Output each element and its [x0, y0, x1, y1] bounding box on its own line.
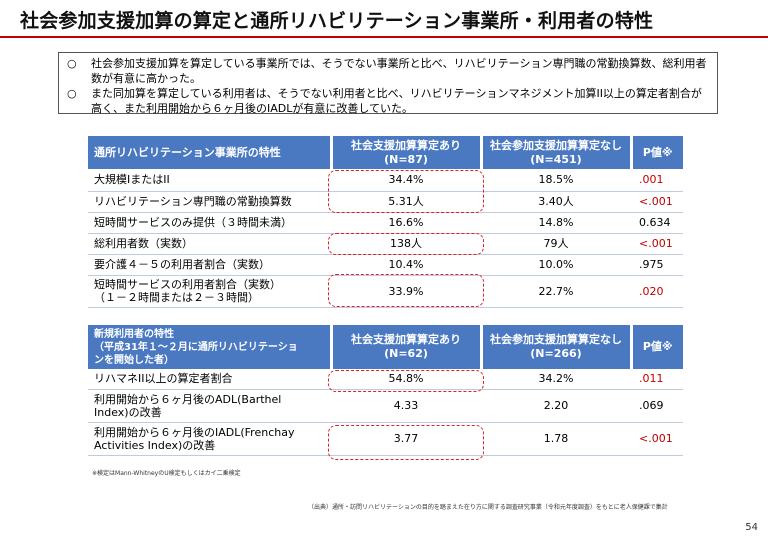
p-value: <.001	[631, 422, 683, 456]
value-without: 3.40人	[481, 191, 631, 213]
row-label-line: Activities Index)の改善	[94, 438, 216, 452]
row-label-line: 利用開始から６ヶ月後のADL(Barthel	[94, 392, 282, 406]
header-line: 社会支援加算算定あり	[351, 333, 461, 346]
table-row: 短時間サービスの利用者割合（実数） （１－２時間または２－３時間） 33.9% 2…	[88, 275, 683, 308]
row-label: 大規模IまたはII	[88, 169, 331, 192]
header-p-value: P値※	[631, 136, 683, 169]
p-value: 0.634	[631, 212, 683, 234]
p-value: .069	[631, 389, 683, 423]
p-value: .001	[631, 169, 683, 192]
p-value: .020	[631, 275, 683, 308]
table-row: 要介護４－５の利用者割合（実数） 10.4% 10.0% .975	[88, 254, 683, 276]
row-label-line: Index)の改善	[94, 405, 162, 419]
value-without: 1.78	[481, 422, 631, 456]
table-row: 利用開始から６ヶ月後のADL(Barthel Index)の改善 4.33 2.2…	[88, 389, 683, 423]
value-without: 14.8%	[481, 212, 631, 234]
value-without: 2.20	[481, 389, 631, 423]
header-facility-characteristics: 通所リハビリテーション事業所の特性	[88, 136, 333, 169]
header-line: 社会支援加算算定あり	[351, 138, 461, 152]
table-row: リハマネII以上の算定者割合 54.8% 34.2% .011	[88, 369, 683, 390]
row-label: 利用開始から６ヶ月後のIADL(Frenchay Activities Index…	[88, 422, 331, 456]
row-label: 要介護４－５の利用者割合（実数）	[88, 254, 331, 276]
value-with: 10.4%	[331, 254, 481, 276]
header-line: 社会参加支援加算算定なし	[490, 138, 622, 152]
header-line: 社会参加支援加算算定なし	[490, 333, 622, 346]
title-divider	[0, 36, 768, 38]
circle-bullet-icon: ○	[67, 87, 77, 100]
value-without: 10.0%	[481, 254, 631, 276]
footnote: ※検定はMann-WhitneyのU検定もしくはカイ二乗検定	[92, 470, 241, 477]
row-label: 短時間サービスの利用者割合（実数） （１－２時間または２－３時間）	[88, 275, 331, 308]
row-label-line: 短時間サービスの利用者割合（実数）	[94, 278, 281, 291]
header-line: (N=451)	[530, 152, 582, 166]
value-with: 16.6%	[331, 212, 481, 234]
value-with: 3.77	[331, 422, 481, 456]
facility-characteristics-table: 通所リハビリテーション事業所の特性 社会支援加算算定あり (N=87) 社会参加支…	[88, 136, 683, 308]
value-without: 18.5%	[481, 169, 631, 192]
value-without: 34.2%	[481, 369, 631, 390]
summary-text: 社会参加支援加算を算定している事業所では、そうでない事業所と比べ、リハビリテーシ…	[91, 57, 707, 85]
header-line: (N=266)	[530, 347, 582, 360]
row-label: 利用開始から６ヶ月後のADL(Barthel Index)の改善	[88, 389, 331, 423]
new-user-characteristics-table: 新規利用者の特性 （平成31年１～２月に通所リハビリテーショ ンを開始した者） 社会…	[88, 325, 683, 456]
row-label-line: 利用開始から６ヶ月後のIADL(Frenchay	[94, 425, 295, 439]
value-with: 54.8%	[331, 369, 481, 390]
source-note: （出典）通所・訪問リハビリテーションの目的を踏まえた在り方に関する調査研究事業（…	[308, 504, 668, 511]
summary-item: ○ 社会参加支援加算を算定している事業所では、そうでない事業所と比べ、リハビリテ…	[67, 56, 709, 86]
page-title: 社会参加支援加算の算定と通所リハビリテーション事業所・利用者の特性	[20, 10, 654, 32]
p-value: <.001	[631, 233, 683, 255]
value-with: 138人	[331, 233, 481, 255]
header-line: （平成31年１～２月に通所リハビリテーショ	[94, 341, 298, 353]
header-without-addition: 社会参加支援加算算定なし (N=451)	[481, 136, 633, 169]
table-header-row: 新規利用者の特性 （平成31年１～２月に通所リハビリテーショ ンを開始した者） 社会…	[88, 325, 683, 369]
circle-bullet-icon: ○	[67, 57, 77, 70]
value-with: 34.4%	[331, 169, 481, 192]
value-with: 5.31人	[331, 191, 481, 213]
header-line: (N=62)	[384, 347, 428, 360]
row-label: リハマネII以上の算定者割合	[88, 369, 331, 390]
p-value: <.001	[631, 191, 683, 213]
table-header-row: 通所リハビリテーション事業所の特性 社会支援加算算定あり (N=87) 社会参加支…	[88, 136, 683, 169]
table-row: 短時間サービスのみ提供（３時間未満） 16.6% 14.8% 0.634	[88, 212, 683, 234]
value-with: 4.33	[331, 389, 481, 423]
header-p-value: P値※	[631, 325, 683, 369]
table-row: 利用開始から６ヶ月後のIADL(Frenchay Activities Index…	[88, 422, 683, 456]
row-label-line: （１－２時間または２－３時間）	[94, 291, 259, 304]
row-label: 総利用者数（実数）	[88, 233, 331, 255]
p-value: .011	[631, 369, 683, 390]
header-without-addition: 社会参加支援加算算定なし (N=266)	[481, 325, 633, 369]
p-value: .975	[631, 254, 683, 276]
row-label: 短時間サービスのみ提供（３時間未満）	[88, 212, 331, 234]
header-with-addition: 社会支援加算算定あり (N=87)	[331, 136, 483, 169]
header-line: ンを開始した者）	[94, 354, 174, 366]
table-row: 総利用者数（実数） 138人 79人 <.001	[88, 233, 683, 255]
header-with-addition: 社会支援加算算定あり (N=62)	[331, 325, 483, 369]
header-line: 新規利用者の特性	[94, 328, 174, 340]
row-label: リハビリテーション専門職の常勤換算数	[88, 191, 331, 213]
value-with: 33.9%	[331, 275, 481, 308]
page-number: 54	[745, 522, 758, 533]
value-without: 79人	[481, 233, 631, 255]
value-without: 22.7%	[481, 275, 631, 308]
table-row: 大規模IまたはII 34.4% 18.5% .001	[88, 169, 683, 192]
table-row: リハビリテーション専門職の常勤換算数 5.31人 3.40人 <.001	[88, 191, 683, 213]
header-new-user-characteristics: 新規利用者の特性 （平成31年１～２月に通所リハビリテーショ ンを開始した者）	[88, 325, 333, 369]
summary-item: ○ また同加算を算定している利用者は、そうでない利用者と比べ、リハビリテーション…	[67, 86, 709, 116]
summary-text: また同加算を算定している利用者は、そうでない利用者と比べ、リハビリテーションマネ…	[91, 87, 702, 115]
header-line: (N=87)	[384, 152, 428, 166]
summary-box: ○ 社会参加支援加算を算定している事業所では、そうでない事業所と比べ、リハビリテ…	[58, 52, 718, 116]
